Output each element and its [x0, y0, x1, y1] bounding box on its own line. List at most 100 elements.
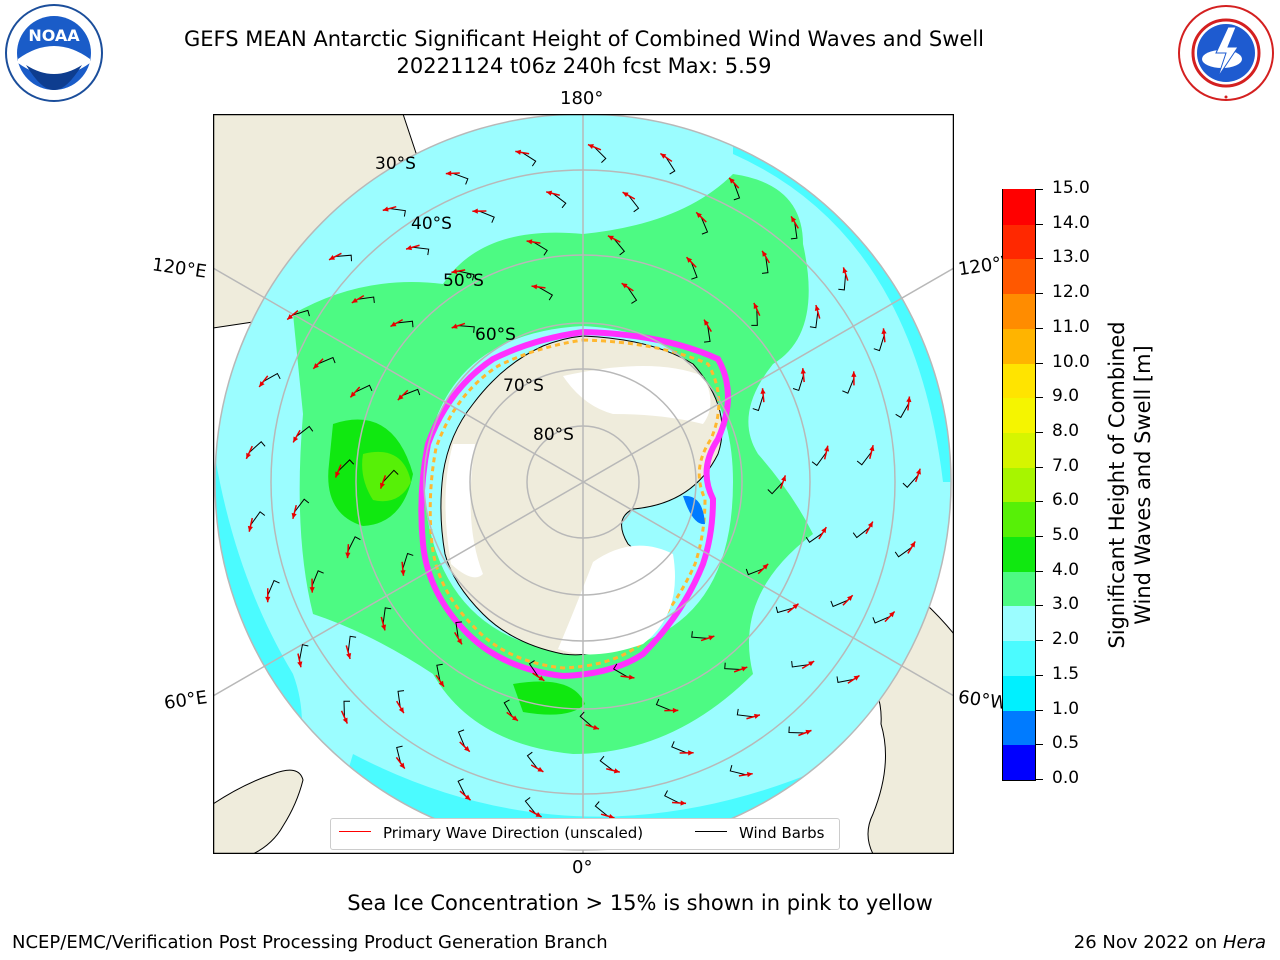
map-legend: Primary Wave Direction (unscaled) Wind B… [330, 818, 840, 850]
lat-label-60s: 60°S [475, 325, 516, 345]
colorbar-tick [1035, 362, 1043, 364]
wind-barb [838, 273, 847, 291]
wind-barb [599, 755, 614, 771]
colorbar-tick-label: 5.0 [1052, 525, 1080, 546]
wave-core-south [513, 681, 585, 715]
wave-direction-arrowhead [869, 445, 875, 452]
ice-pack-weddell [558, 545, 675, 655]
colorbar-segment [1003, 224, 1035, 260]
wave-direction-arrowhead [808, 661, 815, 667]
colorbar-tick [1035, 779, 1043, 780]
wave-direction-arrowhead [910, 541, 916, 548]
wave-direction-arrowhead [792, 603, 799, 610]
colorbar-tick [1035, 640, 1043, 642]
wind-barb [895, 403, 910, 419]
colorbar-tick [1035, 466, 1043, 468]
chart-subtitle: 20221124 t06z 240h fcst Max: 5.59 [396, 54, 772, 78]
wave-direction-arrowhead [381, 624, 387, 631]
wind-barb [733, 182, 741, 201]
wind-barb [751, 309, 758, 326]
wave-direction-arrowhead [335, 471, 341, 478]
wind-barb [402, 388, 421, 396]
wind-barb [775, 606, 794, 614]
wave-direction-arrowhead [847, 595, 853, 601]
colorbar-segment [1003, 293, 1035, 329]
wind-barb [452, 172, 469, 185]
sea-ice-note: Sea Ice Concentration > 15% is shown in … [347, 891, 933, 915]
lat-label-70s: 70°S [503, 376, 544, 396]
wind-barb [594, 146, 607, 163]
wave-direction-arrowhead [537, 766, 544, 772]
wind-barb [852, 527, 870, 539]
wind-barb [872, 616, 890, 624]
wind-barb [397, 690, 405, 708]
chart-title: GEFS MEAN Antarctic Significant Height o… [183, 27, 985, 51]
wind-barb [729, 765, 746, 776]
wave-direction-arrowhead [853, 675, 860, 681]
wave-direction-arrowhead [342, 717, 348, 724]
wave-direction-arrowhead [741, 666, 748, 672]
wave-direction-arrowhead [688, 750, 694, 756]
wind-barb [594, 801, 609, 817]
wind-barb [455, 621, 462, 639]
wind-barb [357, 296, 375, 304]
wave-and-wind-vectors [245, 143, 921, 820]
wind-barb [704, 325, 711, 343]
lat-label-50s: 50°S [443, 271, 484, 291]
wind-barb [830, 599, 848, 608]
colorbar-tick-label: 12.0 [1052, 282, 1090, 303]
colorbar-segment [1003, 189, 1035, 225]
wind-barb [612, 663, 628, 678]
noaa-logo-text: NOAA [28, 26, 80, 45]
wave-direction-arrowhead [906, 396, 912, 403]
lat-label-30s: 30°S [375, 154, 416, 174]
wave-direction-arrowhead [406, 245, 412, 251]
wave-direction-arrowhead [259, 381, 265, 387]
wind-barb [524, 797, 536, 814]
colorbar-tick-label: 9.0 [1052, 386, 1080, 407]
lat-label-80s: 80°S [533, 425, 574, 445]
colorbar-label-line2: Wind Waves and Swell [m] [1131, 345, 1155, 625]
footer-date: 26 Nov 2022 on Hera [1074, 932, 1266, 953]
wind-barb [761, 256, 769, 274]
colorbar-segment [1003, 536, 1035, 572]
wave-direction-arrowhead [526, 239, 533, 245]
wave-direction-arrowhead [754, 713, 760, 719]
wave-direction-arrowhead [680, 800, 687, 806]
wave-direction-arrowhead [464, 746, 470, 752]
wind-barb [318, 356, 336, 365]
wind-barb [811, 452, 827, 467]
wind-barb [382, 469, 399, 483]
wave-direction-arrowhead [538, 675, 545, 681]
wind-barb [613, 238, 626, 256]
lon-label-120e: 120°E [150, 254, 208, 283]
wave-direction-arrowhead [350, 391, 356, 398]
colorbar-tick-label: 14.0 [1052, 212, 1090, 233]
wind-barb [700, 217, 709, 235]
wind-barb [791, 660, 809, 668]
wind-barb [736, 708, 754, 718]
wave-direction-arrowhead [451, 268, 458, 274]
wind-barb [538, 286, 554, 301]
map-panel[interactable]: 30°S 40°S 50°S 60°S 70°S 80°S [212, 113, 955, 855]
wave-direction-arrowhead [456, 638, 462, 645]
wave-direction-arrowhead [805, 729, 812, 735]
wind-barb [894, 547, 912, 558]
polar-map: 30°S 40°S 50°S 60°S 70°S 80°S [212, 113, 955, 855]
wave-direction-arrowhead [613, 768, 620, 774]
wave-direction-arrowhead [398, 707, 404, 714]
wind-barb [792, 374, 804, 392]
wind-barb [389, 208, 406, 217]
wave-direction-arrowhead [246, 452, 251, 459]
wave-direction-arrowhead [622, 192, 629, 198]
wave-direction-arrowhead [382, 206, 389, 212]
wave-direction-arrowhead [293, 436, 299, 443]
wave-direction-arrowhead [397, 394, 404, 401]
wave-direction-arrowhead [842, 267, 848, 274]
land-africa [213, 769, 304, 854]
wind-barb [396, 320, 414, 328]
wave-direction-arrowhead [608, 814, 615, 820]
wave-direction-arrowhead [265, 596, 271, 603]
footer-date-text: 26 Nov 2022 on [1073, 932, 1223, 953]
colorbar-tick [1035, 327, 1043, 329]
